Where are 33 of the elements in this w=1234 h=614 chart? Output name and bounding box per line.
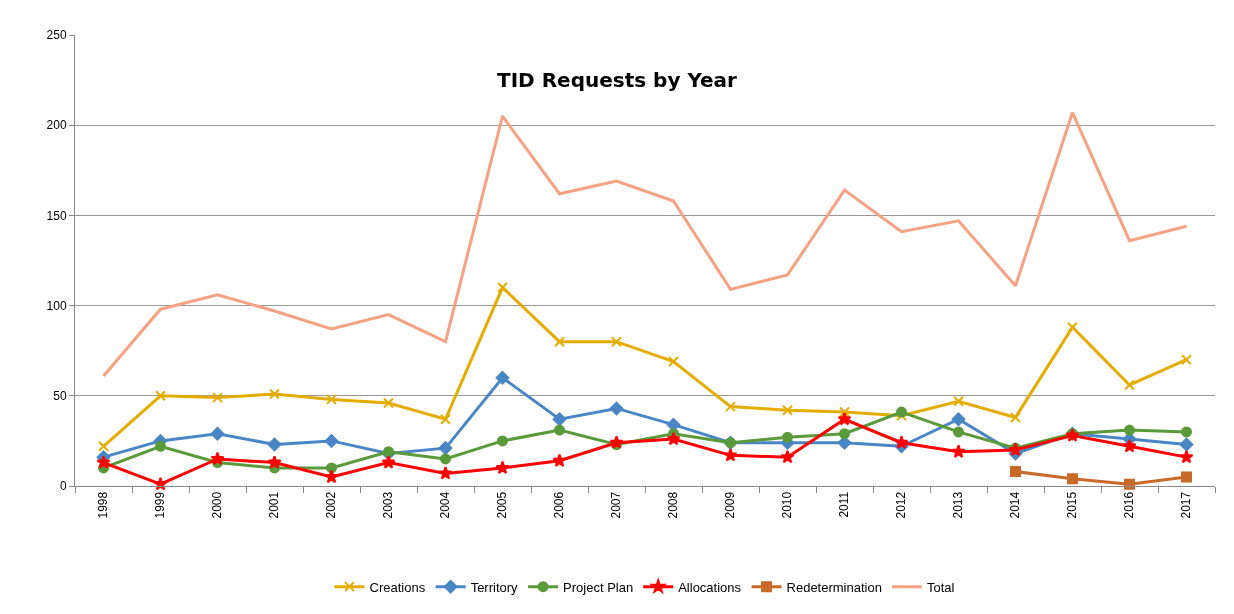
legend-label: Redetermination — [786, 579, 882, 595]
x-tick-label: 2015 — [1065, 491, 1080, 519]
x-tick-label: 1998 — [96, 491, 111, 519]
legend-label: Project Plan — [563, 579, 634, 595]
x-tick-label: 2013 — [951, 491, 966, 519]
legend-label: Total — [926, 579, 955, 595]
text: TID Requests by Year — [497, 67, 738, 92]
x-tick-label: 2003 — [381, 491, 396, 519]
y-tick-label: 50 — [53, 389, 67, 403]
x-tick-label: 2012 — [894, 491, 909, 519]
x-tick-label: 2010 — [780, 491, 795, 519]
y-tick-label: 100 — [46, 298, 67, 313]
x-tick-label: 2004 — [438, 491, 453, 519]
x-tick-label: 1999 — [153, 491, 168, 519]
x-tick-label: 2002 — [324, 491, 339, 519]
legend-label: Allocations — [678, 579, 742, 595]
x-tick-label: 2007 — [609, 491, 624, 519]
x-tick-label: 2001 — [267, 491, 282, 519]
x-tick-label: 2017 — [1179, 491, 1194, 519]
x-tick-label: 2000 — [210, 491, 225, 519]
y-tick-label: 150 — [46, 208, 67, 223]
y-tick-label: 200 — [46, 118, 67, 133]
x-tick-label: 2006 — [552, 491, 567, 519]
x-tick-label: 2005 — [495, 491, 510, 519]
x-tick-label: 2016 — [1122, 491, 1137, 519]
y-tick-label: 250 — [46, 28, 67, 43]
legend-label: Territory — [470, 579, 519, 595]
x-tick-label: 2014 — [1008, 491, 1023, 519]
x-tick-label: 2008 — [666, 491, 681, 519]
x-tick-label: 2009 — [723, 491, 738, 519]
x-tick-label: 2011 — [837, 491, 852, 518]
y-tick-label: 0 — [59, 479, 67, 494]
legend-label: Creations — [369, 579, 426, 595]
